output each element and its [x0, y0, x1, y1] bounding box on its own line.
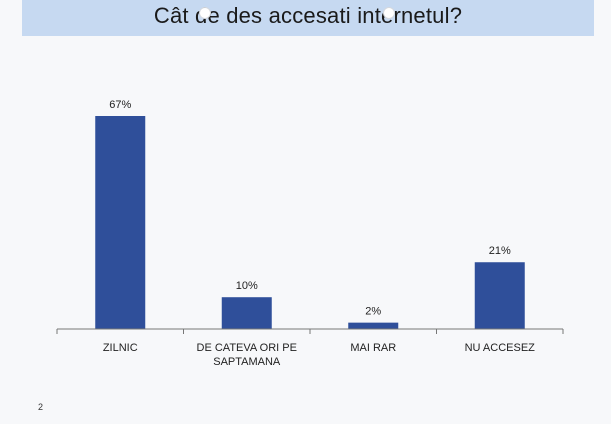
category-label-line: SAPTAMANA: [213, 356, 281, 368]
category-label-line: NU ACCESEZ: [465, 342, 536, 354]
labels-layer: 67% ZILNIC 10% DE CATEVA ORI PE SAPTAMANA 2% M…: [103, 99, 535, 368]
x-axis: [56, 328, 564, 334]
data-label-1: 67%: [109, 99, 131, 111]
data-label-2: 10%: [236, 280, 258, 292]
category-label-1: ZILNIC: [103, 342, 138, 354]
data-label-3: 2%: [365, 306, 381, 318]
category-label-4: NU ACCESEZ: [465, 342, 536, 354]
bar-2: [221, 297, 272, 329]
category-label-3: MAI RAR: [350, 342, 396, 354]
category-label-2: DE CATEVA ORI PE SAPTAMANA: [197, 342, 297, 368]
category-label-line: DE CATEVA ORI PE: [197, 342, 297, 354]
bar-4: [474, 262, 525, 329]
bar-3: [348, 322, 399, 329]
page-number: 2: [38, 402, 44, 412]
title-band: Cât de des accesati internetul?: [22, 0, 594, 36]
bars-layer: [95, 116, 525, 329]
category-label-line: MAI RAR: [350, 342, 396, 354]
punch-hole-right: [383, 7, 395, 19]
data-label-4: 21%: [489, 245, 511, 257]
bar-1: [95, 116, 146, 329]
punch-hole-left: [199, 7, 211, 19]
category-label-line: ZILNIC: [103, 342, 138, 354]
